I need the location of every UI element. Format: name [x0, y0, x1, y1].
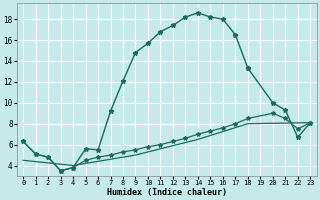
X-axis label: Humidex (Indice chaleur): Humidex (Indice chaleur): [107, 188, 227, 197]
